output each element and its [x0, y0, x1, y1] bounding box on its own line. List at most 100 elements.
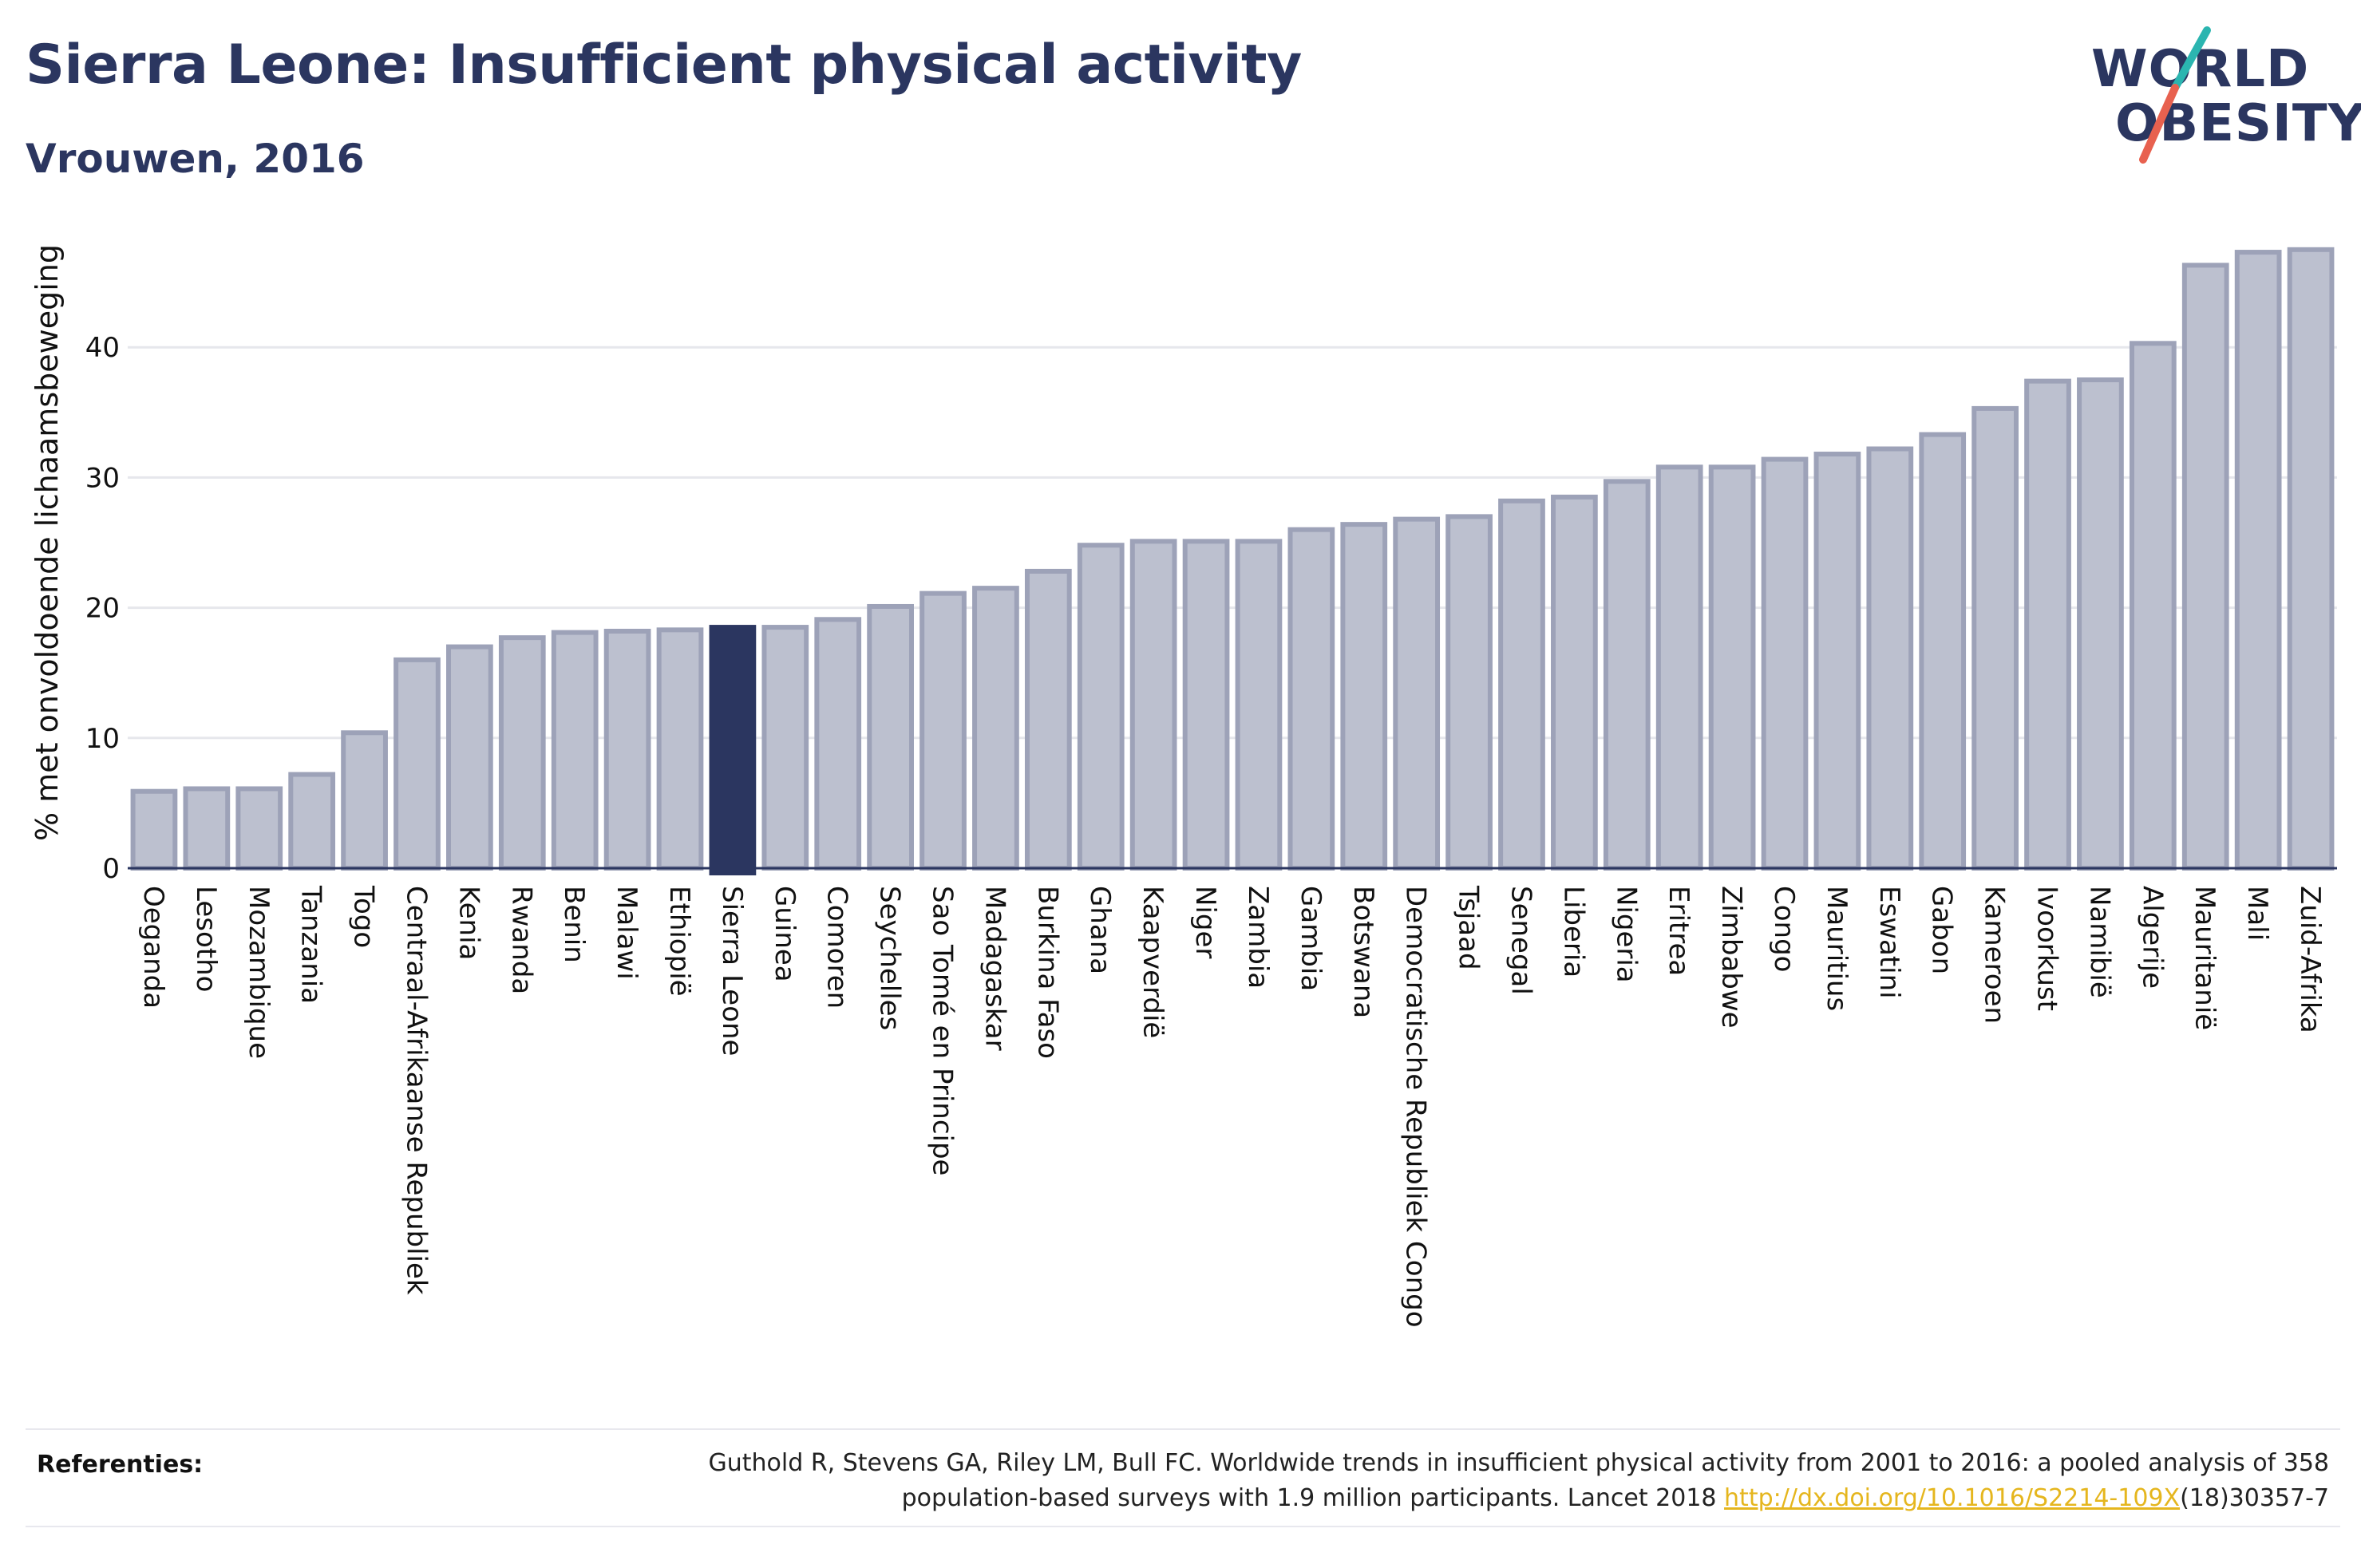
y-tick-label: 20 [85, 593, 120, 625]
x-tick-label: Seychelles [874, 886, 906, 1030]
x-tick-label: Niger [1189, 886, 1221, 958]
x-tick-label: Madagaskar [979, 886, 1010, 1051]
x-tick-label: Mauritanië [2189, 886, 2221, 1030]
x-tick-label: Burkina Faso [1031, 886, 1063, 1059]
x-tick-label: Guinea [769, 886, 801, 982]
bar [1761, 456, 1809, 871]
bar [2024, 378, 2071, 871]
bar [288, 772, 336, 871]
x-tick-label: Mauritius [1821, 886, 1853, 1011]
bar [130, 788, 178, 871]
x-tick-label: Ivoorkust [2031, 886, 2063, 1011]
bar [2129, 341, 2177, 871]
bar [446, 644, 493, 871]
x-tick-label: Liberia [1557, 886, 1589, 978]
bar [1077, 543, 1125, 871]
x-tick-label: Lesotho [190, 886, 222, 992]
bar [603, 628, 651, 871]
references-label: Referenties: [37, 1451, 204, 1479]
bar [1971, 405, 2019, 871]
footer-divider-bottom [26, 1526, 2340, 1527]
x-tick-label: Eswatini [1873, 886, 1905, 999]
x-tick-label: Senegal [1505, 886, 1536, 995]
page-subtitle: Vrouwen, 2016 [26, 136, 365, 182]
bar [814, 617, 862, 871]
bar [2077, 377, 2124, 871]
y-axis-label: % met onvoldoende lichaamsbeweging [30, 244, 65, 841]
bar [1393, 516, 1441, 871]
bar [1498, 498, 1545, 871]
bar [2234, 250, 2282, 871]
x-tick-label: Algerije [2136, 886, 2168, 989]
footer-divider-top [26, 1428, 2340, 1430]
x-tick-label: Rwanda [505, 886, 537, 994]
x-tick-label: Sao Tomé en Principe [927, 886, 959, 1175]
y-tick-label: 40 [85, 332, 120, 364]
bar [1708, 464, 1756, 871]
x-tick-label: Kenia [453, 886, 484, 960]
bar [1551, 494, 1598, 871]
x-tick-label: Namibië [2083, 886, 2115, 998]
x-tick-label: Sierra Leone [716, 886, 748, 1056]
x-tick-label: Kameroen [1979, 886, 2011, 1024]
world-obesity-logo: WORLD OBESITY [2083, 24, 2361, 168]
references-line-2-end: (18)30357-7 [2180, 1484, 2329, 1512]
x-tick-label: Zimbabwe [1715, 886, 1747, 1029]
y-tick-label: 30 [85, 462, 120, 494]
bar [2181, 263, 2229, 871]
bar [1813, 452, 1861, 871]
x-tick-label: Malawi [611, 886, 643, 980]
bar [498, 635, 546, 871]
bar [183, 786, 231, 871]
x-tick-label: Mozambique [243, 886, 275, 1059]
bar [919, 590, 967, 871]
references-text: Guthold R, Stevens GA, Riley LM, Bull FC… [493, 1446, 2329, 1516]
y-tick-label: 10 [85, 723, 120, 755]
x-tick-label: Zambia [1242, 886, 1274, 989]
x-tick-label: Centraal-Afrikaanse Republiek [400, 886, 432, 1295]
bar [972, 586, 1019, 871]
bar [1603, 479, 1651, 871]
x-tick-label: Togo [348, 885, 380, 948]
x-tick-label: Tanzania [295, 885, 327, 1004]
x-tick-label: Oeganda [137, 886, 169, 1009]
x-tick-label: Comoren [821, 886, 853, 1009]
bar [1445, 514, 1493, 871]
bar [1655, 464, 1703, 871]
x-tick-label: Ethiopië [663, 886, 695, 997]
y-tick-label: 0 [102, 853, 120, 885]
x-tick-label: Zuid-Afrika [2294, 886, 2326, 1033]
bar-chart: 0 10 20 30 40 % met onvoldoende lichaamsbeweg… [30, 244, 2337, 1328]
x-tick-label: Mali [2241, 886, 2273, 941]
x-tick-label: Gambia [1295, 886, 1327, 991]
bar [551, 630, 599, 871]
bar [656, 627, 704, 871]
bar-highlight [709, 625, 757, 876]
logo-slash-icon [2139, 26, 2211, 164]
bar [1919, 432, 1967, 871]
bar [1024, 568, 1072, 871]
bar [1866, 446, 1914, 871]
bar [341, 730, 388, 871]
x-tick-label: Tsjaad [1453, 885, 1485, 970]
references-line-2: population-based surveys with 1.9 millio… [901, 1484, 1725, 1512]
x-tick-label: Democratische Republiek Congo [1400, 886, 1432, 1328]
x-tick-label: Ghana [1084, 886, 1116, 974]
bar [867, 603, 914, 871]
bar [2287, 247, 2335, 871]
bar [1182, 539, 1230, 871]
x-tick-label: Gabon [1926, 886, 1958, 974]
bar [1287, 527, 1335, 871]
bar [235, 786, 283, 871]
x-tick-label: Benin [558, 886, 590, 963]
bar [394, 657, 441, 871]
bar [761, 625, 809, 871]
bar [1235, 539, 1283, 871]
references-doi-link[interactable]: http://dx.doi.org/10.1016/S2214-109X [1724, 1484, 2181, 1512]
bar [1340, 522, 1388, 871]
x-tick-label: Botswana [1347, 886, 1379, 1018]
bar [1129, 539, 1177, 871]
x-tick-label: Nigeria [1610, 886, 1642, 983]
x-tick-label: Kaapverdië [1137, 886, 1169, 1038]
x-tick-label: Eritrea [1663, 886, 1695, 976]
